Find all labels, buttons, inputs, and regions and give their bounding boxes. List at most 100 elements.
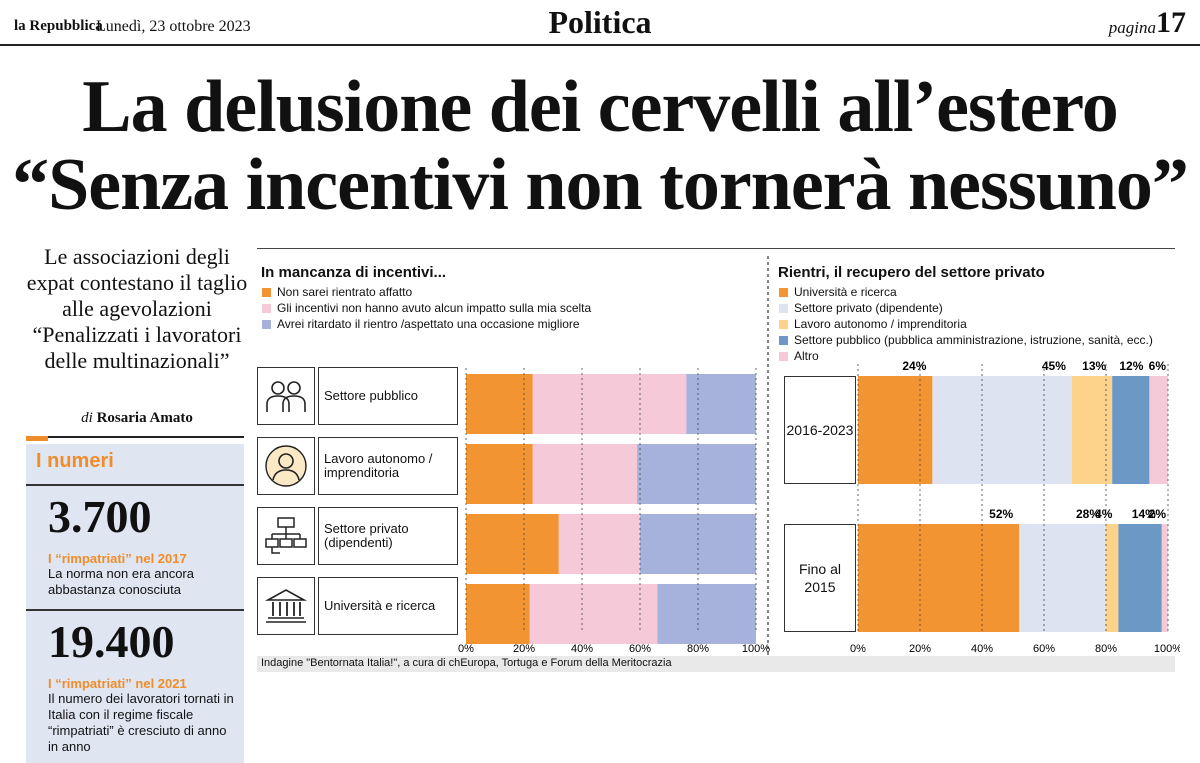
- masthead: [0, 0, 1200, 46]
- charts-divider: [767, 256, 769, 656]
- chart2-data-label: 45%: [1042, 359, 1066, 373]
- two-people-icon: [257, 367, 315, 425]
- chart2-bar-segment: [1106, 524, 1119, 632]
- chart2-bar-segment: [858, 376, 933, 484]
- chart1-title: In mancanza di incentivi...: [261, 264, 447, 281]
- chart1-tick-label: 100%: [742, 643, 770, 655]
- legend-label: Altro: [794, 349, 819, 363]
- legend-label: Settore privato (dipendente): [794, 301, 943, 315]
- legend-label: Non sarei rientrato affatto: [277, 285, 413, 299]
- chart1-category-label: Lavoro autonomo / imprenditoria: [318, 437, 458, 495]
- number-label: I “rimpatriati” nel 2017: [48, 551, 187, 566]
- chart2-data-label: 28%: [1076, 507, 1100, 521]
- chart1-bar-segment: [558, 514, 640, 574]
- numbers-title: I numeri: [36, 450, 114, 472]
- chart2-data-label: 24%: [902, 359, 926, 373]
- chart2-data-label: 52%: [989, 507, 1013, 521]
- chart1-category-label: Università e ricerca: [318, 577, 458, 635]
- numbers-accent: [26, 436, 48, 441]
- chart1-category-label: Settore privato (dipendenti): [318, 507, 458, 565]
- chart1-bar-segment: [466, 444, 533, 504]
- chart1-legend-item: Avrei ritardato il rientro /aspettato un…: [262, 317, 580, 331]
- legend-label: Università e ricerca: [794, 285, 897, 299]
- chart1-tick-label: 0%: [458, 643, 474, 655]
- chart2-data-label: 2%: [1149, 507, 1167, 521]
- university-building-icon: [257, 577, 315, 635]
- chart1-legend-item: Gli incentivi non hanno avuto alcun impa…: [262, 301, 591, 315]
- org-chart-icon: [257, 507, 315, 565]
- chart2-tick-label: 80%: [1095, 643, 1117, 655]
- legend-label: Gli incentivi non hanno avuto alcun impa…: [277, 301, 592, 315]
- issue-date: Lunedì, 23 ottobre 2023: [96, 18, 251, 35]
- chart2-data-label: 12%: [1119, 359, 1143, 373]
- chart2-bar-segment: [1149, 376, 1168, 484]
- legend-label: Settore pubblico (pubblica amministrazio…: [794, 333, 1153, 347]
- legend-swatch: [262, 287, 271, 297]
- chart1-bar-segment: [466, 374, 533, 434]
- chart1-bar-segment: [466, 584, 530, 644]
- numbers-top-rule: [26, 436, 244, 438]
- source-bar: [257, 656, 1175, 672]
- page-number: 17: [1156, 6, 1186, 39]
- newspaper-name: la Repubblica: [14, 18, 103, 34]
- numbers-divider: [26, 609, 244, 611]
- chart2-period-label: 2016-2023: [784, 376, 856, 484]
- chart1-plot: 0% 20% 40% 60% 80% 100%: [458, 368, 770, 655]
- section-title: Politica: [548, 4, 652, 40]
- numbers-divider: [26, 484, 244, 486]
- chart2-tick-label: 0%: [850, 643, 866, 655]
- article-deck: Le associazioni degli expat contestano i…: [26, 244, 248, 373]
- chart2-title: Rientri, il recupero del settore privato: [778, 264, 1045, 281]
- legend-swatch: [779, 303, 788, 313]
- chart2-bar-segment: [858, 524, 1020, 632]
- worker-portrait-icon: [257, 437, 315, 495]
- byline-prefix: di: [81, 410, 93, 426]
- chart2-tick-label: 40%: [971, 643, 993, 655]
- chart2-bar-segment: [932, 376, 1072, 484]
- chart2-legend-item: Settore pubblico (pubblica amministrazio…: [779, 333, 1153, 347]
- legend-swatch: [262, 303, 271, 313]
- chart-source: Indagine "Bentornata Italia!", a cura di…: [261, 657, 672, 669]
- chart2-legend-item: Università e ricerca: [779, 285, 897, 299]
- chart1-tick-label: 80%: [687, 643, 709, 655]
- chart1-bar-segment: [529, 584, 658, 644]
- chart2-legend-item: Settore privato (dipendente): [779, 301, 943, 315]
- chart1-bar-segment: [532, 444, 638, 504]
- chart1-legend-item: Non sarei rientrato affatto: [262, 285, 412, 299]
- chart2-data-label: 13%: [1082, 359, 1106, 373]
- chart2-legend-item: Altro: [779, 349, 819, 363]
- numbers-box: [26, 444, 244, 763]
- legend-swatch: [262, 319, 271, 329]
- legend-swatch: [779, 351, 788, 361]
- chart1-tick-label: 40%: [571, 643, 593, 655]
- chart2-data-label: 14%: [1132, 507, 1156, 521]
- number-value: 3.700: [48, 491, 152, 542]
- chart1-tick-label: 60%: [629, 643, 651, 655]
- chart2-bar-segment: [1161, 524, 1168, 632]
- chart2-bar-segment: [1112, 376, 1150, 484]
- chart1-bar-segment: [637, 444, 756, 504]
- chart1-bar-segment: [466, 514, 559, 574]
- number-text: La norma non era ancora abbastanza conos…: [48, 566, 194, 597]
- chart1-bar-segment: [657, 584, 756, 644]
- legend-label: Avrei ritardato il rientro /aspettato un…: [277, 317, 580, 331]
- page-label: pagina: [1108, 18, 1156, 37]
- chart2-period-label: Fino al 2015: [784, 524, 856, 632]
- number-label: I “rimpatriati” nel 2021: [48, 676, 187, 691]
- byline: di Rosaria Amato: [26, 410, 248, 427]
- chart2-bar-segment: [1019, 524, 1106, 632]
- chart2-bar-segment: [1071, 376, 1113, 484]
- chart1-bar-segment: [532, 374, 687, 434]
- chart1-tick-label: 20%: [513, 643, 535, 655]
- chart2-plot: 24% 45% 13% 12% 6% 52% 28%4% 14%2% 0% 20% 40% 60% 80…: [850, 359, 1180, 655]
- chart2-legend-item: Lavoro autonomo / imprenditoria: [779, 317, 967, 331]
- legend-swatch: [779, 319, 788, 329]
- chart2-tick-label: 60%: [1033, 643, 1055, 655]
- chart2-tick-label: 100%: [1154, 643, 1180, 655]
- chart1-category-label: Settore pubblico: [318, 367, 458, 425]
- legend-swatch: [779, 335, 788, 345]
- legend-swatch: [779, 287, 788, 297]
- chart2-bar-segment: [1118, 524, 1162, 632]
- number-value: 19.400: [48, 616, 175, 667]
- legend-label: Lavoro autonomo / imprenditoria: [794, 317, 967, 331]
